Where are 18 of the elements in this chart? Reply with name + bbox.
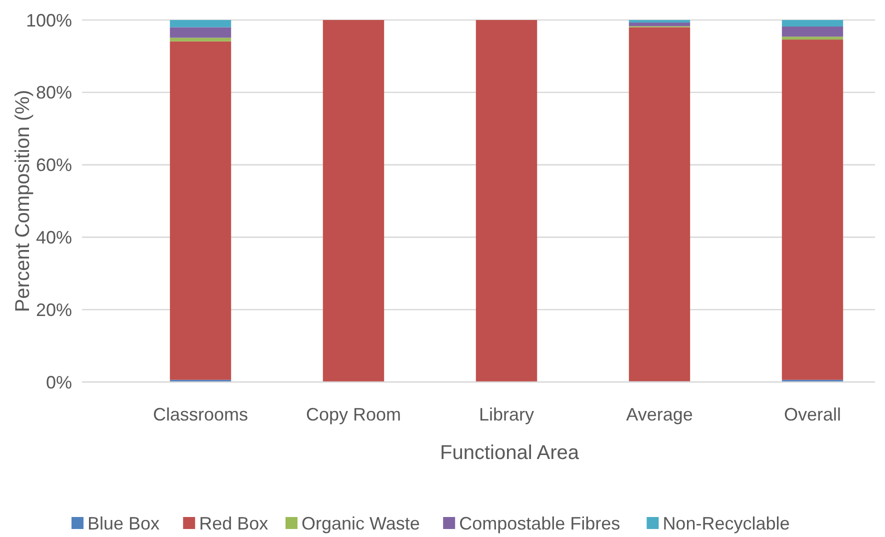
y-tick-label: 40%	[36, 228, 72, 248]
x-tick-label: Classrooms	[152, 404, 248, 424]
legend-label: Blue Box	[88, 513, 160, 534]
x-tick-label: Library	[478, 404, 534, 424]
legend-label: Organic Waste	[302, 513, 420, 534]
x-tick-label: Average	[626, 404, 693, 424]
legend-label: Non-Recyclable	[662, 513, 790, 534]
y-axis-title: Percent Composition (%)	[12, 90, 34, 312]
y-tick-label: 60%	[36, 155, 72, 176]
legend-label: Red Box	[199, 513, 268, 534]
legend-label: Compostable Fibres	[459, 513, 620, 534]
y-tick-label: 100%	[26, 10, 72, 30]
y-tick-label: 80%	[36, 82, 72, 103]
x-tick-label: Overall	[784, 404, 842, 424]
x-axis-title: Functional Area	[440, 442, 580, 464]
y-tick-label: 20%	[36, 300, 72, 320]
x-tick-label: Copy Room	[306, 404, 402, 424]
y-tick-label: 0%	[46, 372, 72, 392]
